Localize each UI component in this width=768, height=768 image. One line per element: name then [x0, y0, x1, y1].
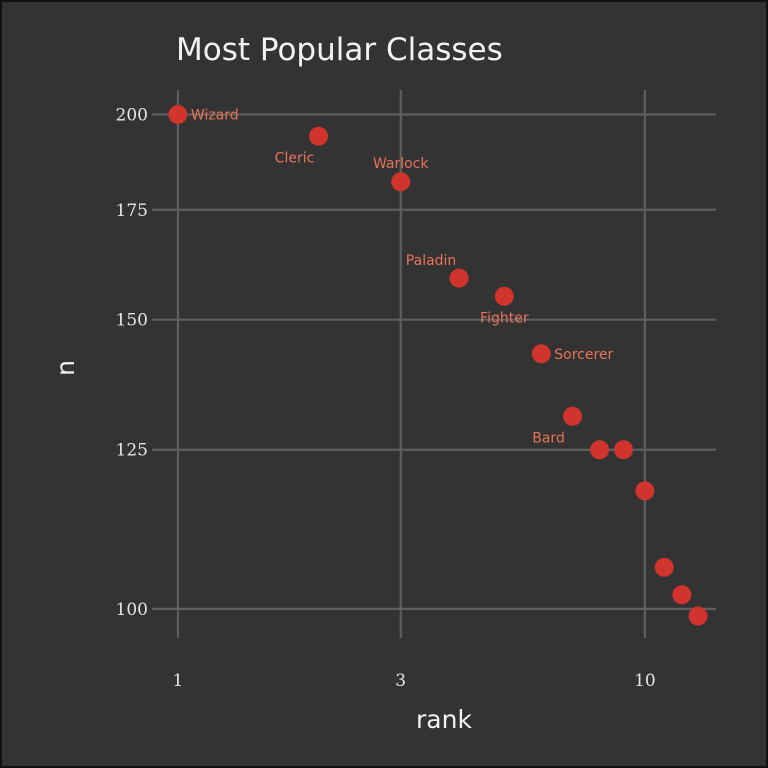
- y-tick-label: 100: [116, 600, 148, 620]
- tick-labels: 1 3 10 100 125 150 175 200: [116, 106, 656, 691]
- data-point: [590, 440, 610, 460]
- data-point: [531, 344, 551, 364]
- data-point: [563, 406, 583, 426]
- data-point: [391, 172, 411, 192]
- point-labels: Wizard Cleric Warlock Paladin Fighter Sorcere…: [191, 108, 614, 447]
- data-point: [654, 557, 674, 577]
- point-label: Paladin: [406, 253, 457, 269]
- data-point: [635, 481, 655, 501]
- y-tick-label: 150: [116, 311, 148, 331]
- point-label: Sorcerer: [554, 347, 613, 363]
- grid-lines: [152, 90, 716, 638]
- data-point: [308, 126, 328, 146]
- y-tick-label: 200: [116, 106, 148, 126]
- x-tick-label: 1: [173, 671, 184, 691]
- x-tick-label: 3: [395, 671, 406, 691]
- point-label: Fighter: [480, 310, 529, 326]
- point-label: Warlock: [373, 156, 429, 172]
- data-point: [168, 105, 188, 125]
- data-point: [672, 585, 692, 605]
- point-label: Cleric: [275, 150, 315, 166]
- chart-title: Most Popular Classes: [176, 32, 503, 68]
- data-point: [614, 440, 634, 460]
- data-point: [449, 268, 469, 288]
- data-points: [168, 105, 708, 626]
- data-point: [494, 286, 514, 306]
- y-axis-title: n: [51, 360, 80, 376]
- x-tick-label: 10: [634, 671, 656, 691]
- data-point: [688, 606, 708, 626]
- x-axis-title: rank: [416, 705, 472, 734]
- point-label: Wizard: [191, 108, 239, 124]
- point-label: Bard: [532, 430, 565, 446]
- y-tick-label: 125: [116, 441, 148, 461]
- y-tick-label: 175: [116, 201, 148, 221]
